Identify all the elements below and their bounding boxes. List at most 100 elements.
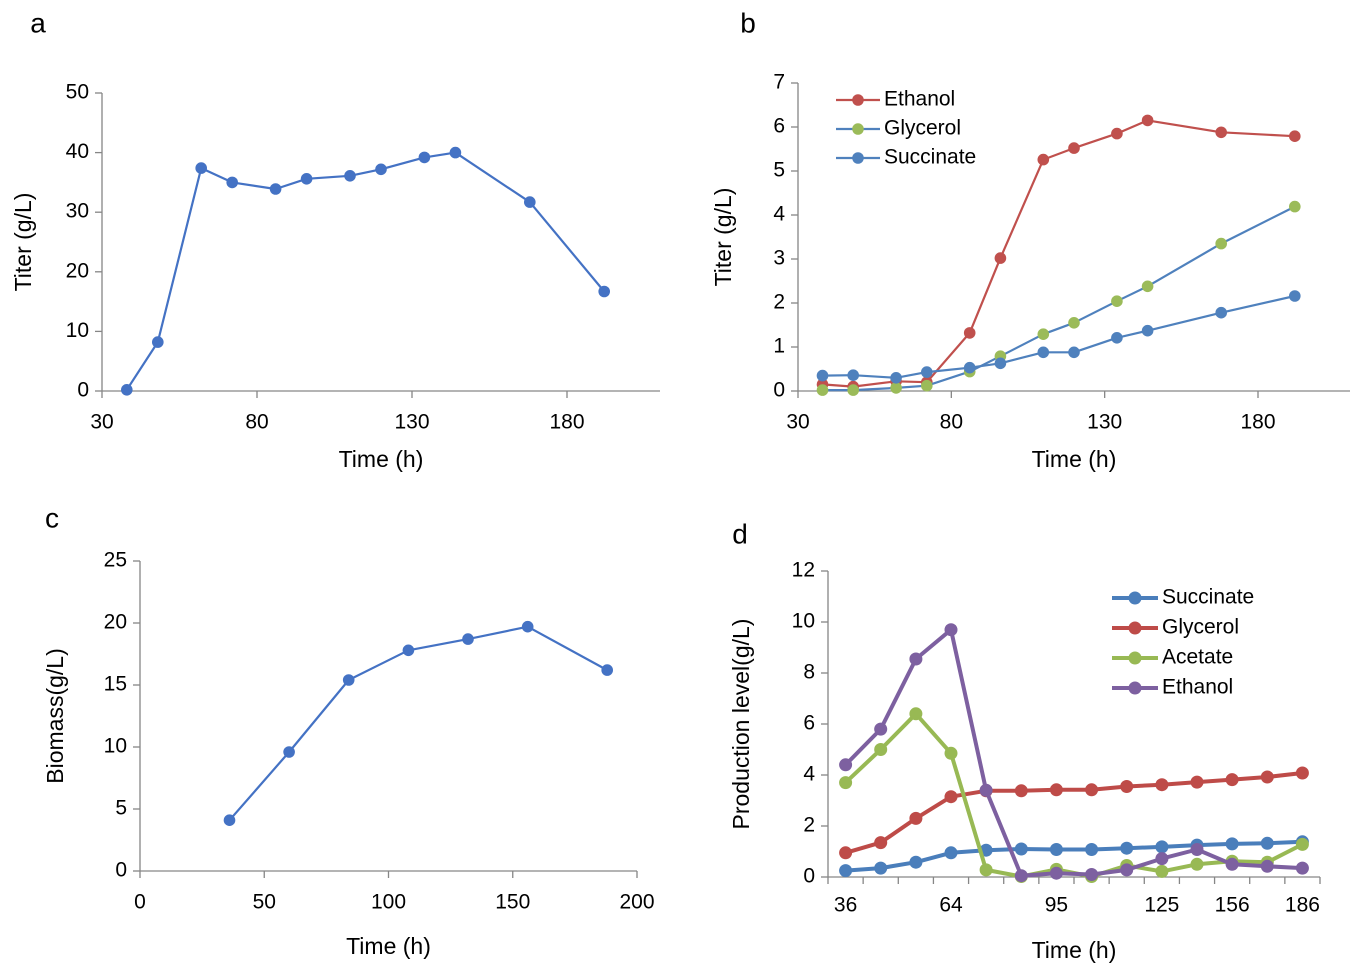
x-tick-label-c: 150: [495, 891, 530, 914]
legend-marker-d: [1128, 591, 1142, 605]
x-axis-label-a: Time (h): [339, 446, 424, 472]
y-tick-label-b: 6: [773, 115, 785, 138]
data-point-d-acetate: [909, 707, 923, 721]
legend-marker-b: [852, 152, 864, 164]
panel-label-a: a: [30, 7, 46, 38]
data-point-b-ethanol: [1289, 130, 1301, 142]
data-point-b-succinate: [1068, 346, 1080, 359]
x-tick-label-d: 156: [1215, 894, 1250, 917]
data-point-c-0: [601, 664, 613, 676]
legend-marker-b: [852, 94, 864, 106]
data-point-b-succinate: [1289, 290, 1301, 302]
x-tick-label-c: 200: [619, 891, 654, 914]
x-axis-label-c: Time (h): [346, 933, 431, 959]
data-point-d-ethanol: [1295, 861, 1309, 875]
data-point-c-0: [342, 674, 355, 686]
data-point-d-glycerol: [1295, 766, 1309, 780]
data-point-b-glycerol: [847, 384, 859, 396]
data-point-d-succinate: [839, 864, 853, 878]
data-point-d-succinate: [1120, 841, 1134, 855]
x-tick-label-c: 0: [134, 891, 146, 914]
data-point-c-0: [521, 620, 534, 633]
legend-label-d: Succinate: [1162, 586, 1254, 609]
data-point-d-ethanol: [1260, 859, 1274, 873]
x-tick-label-b: 30: [786, 411, 809, 434]
data-point-a-0: [300, 173, 313, 185]
data-point-c-0: [402, 644, 415, 657]
data-point-d-glycerol: [1155, 778, 1169, 792]
x-tick-label-d: 125: [1144, 894, 1179, 917]
y-tick-label-d: 2: [803, 814, 815, 837]
data-point-d-succinate: [1014, 842, 1028, 856]
y-tick-label-b: 2: [773, 291, 785, 314]
y-tick-label-d: 10: [792, 610, 815, 633]
data-point-c-0: [283, 746, 295, 758]
data-point-b-glycerol: [1037, 328, 1050, 341]
data-point-b-ethanol: [963, 327, 976, 339]
data-point-b-ethanol: [1037, 153, 1050, 166]
data-point-a-0: [226, 176, 238, 189]
y-tick-label-b: 1: [773, 335, 785, 358]
legend-label-b: Ethanol: [884, 88, 955, 111]
y-tick-label-c: 10: [104, 735, 127, 758]
data-point-a-0: [418, 151, 431, 164]
data-point-d-acetate: [979, 863, 993, 877]
data-point-b-succinate: [890, 372, 902, 384]
legend-marker-d: [1128, 681, 1142, 695]
data-point-b-glycerol: [1289, 200, 1301, 213]
data-point-b-succinate: [847, 369, 859, 382]
data-point-d-glycerol: [909, 811, 923, 825]
x-tick-label-d: 186: [1285, 894, 1320, 917]
x-tick-label-b: 130: [1087, 411, 1122, 434]
data-point-d-glycerol: [839, 846, 853, 860]
y-axis-label-a: Titer (g/L): [10, 193, 36, 292]
data-point-b-glycerol: [921, 379, 933, 392]
data-point-d-glycerol: [1190, 775, 1204, 789]
data-point-a-0: [121, 384, 133, 396]
series-line-c-0: [228, 625, 608, 821]
x-tick-label-c: 100: [371, 891, 406, 914]
data-point-b-glycerol: [890, 382, 902, 394]
data-point-d-glycerol: [1260, 770, 1274, 784]
x-tick-label-a: 130: [394, 411, 429, 434]
data-point-d-ethanol: [944, 623, 958, 637]
legend-label-d: Glycerol: [1162, 616, 1239, 639]
data-point-d-ethanol: [1225, 857, 1239, 871]
data-point-b-succinate: [1037, 346, 1050, 359]
data-point-d-acetate: [874, 743, 888, 756]
y-tick-label-a: 40: [66, 140, 89, 163]
data-point-b-succinate: [1215, 306, 1227, 319]
y-tick-label-a: 20: [66, 259, 89, 282]
data-point-a-0: [344, 170, 356, 182]
data-point-d-acetate: [1190, 857, 1204, 871]
y-axis-label-b: Titer (g/L): [710, 188, 736, 287]
y-tick-label-c: 20: [104, 611, 127, 634]
data-point-b-ethanol: [1068, 142, 1080, 154]
data-point-d-ethanol: [874, 722, 888, 736]
data-point-d-succinate: [874, 861, 888, 875]
data-point-d-glycerol: [874, 836, 888, 850]
series-line-d-acetate: [844, 711, 1304, 879]
data-point-d-acetate: [944, 746, 958, 760]
panel-label-b: b: [740, 7, 756, 38]
y-tick-label-b: 0: [773, 379, 785, 402]
x-axis-label-d: Time (h): [1032, 937, 1117, 963]
data-point-a-0: [152, 336, 164, 348]
data-point-d-ethanol: [1120, 863, 1134, 877]
data-point-d-ethanol: [1190, 843, 1204, 856]
data-point-a-0: [269, 183, 282, 195]
data-point-b-succinate: [1111, 332, 1123, 344]
legend-label-d: Acetate: [1162, 646, 1233, 669]
data-point-d-succinate: [1260, 836, 1274, 850]
data-point-b-succinate: [921, 366, 933, 378]
y-tick-label-c: 0: [115, 859, 127, 882]
data-point-d-succinate: [1155, 840, 1169, 854]
series-line-b-ethanol: [822, 119, 1295, 388]
data-point-d-succinate: [909, 855, 923, 869]
y-tick-label-d: 12: [792, 559, 815, 582]
legend-label-d: Ethanol: [1162, 676, 1233, 699]
data-point-d-succinate: [1225, 837, 1239, 851]
data-point-b-glycerol: [1215, 237, 1227, 250]
legend-marker-d: [1128, 621, 1142, 635]
x-tick-label-c: 50: [253, 891, 276, 914]
